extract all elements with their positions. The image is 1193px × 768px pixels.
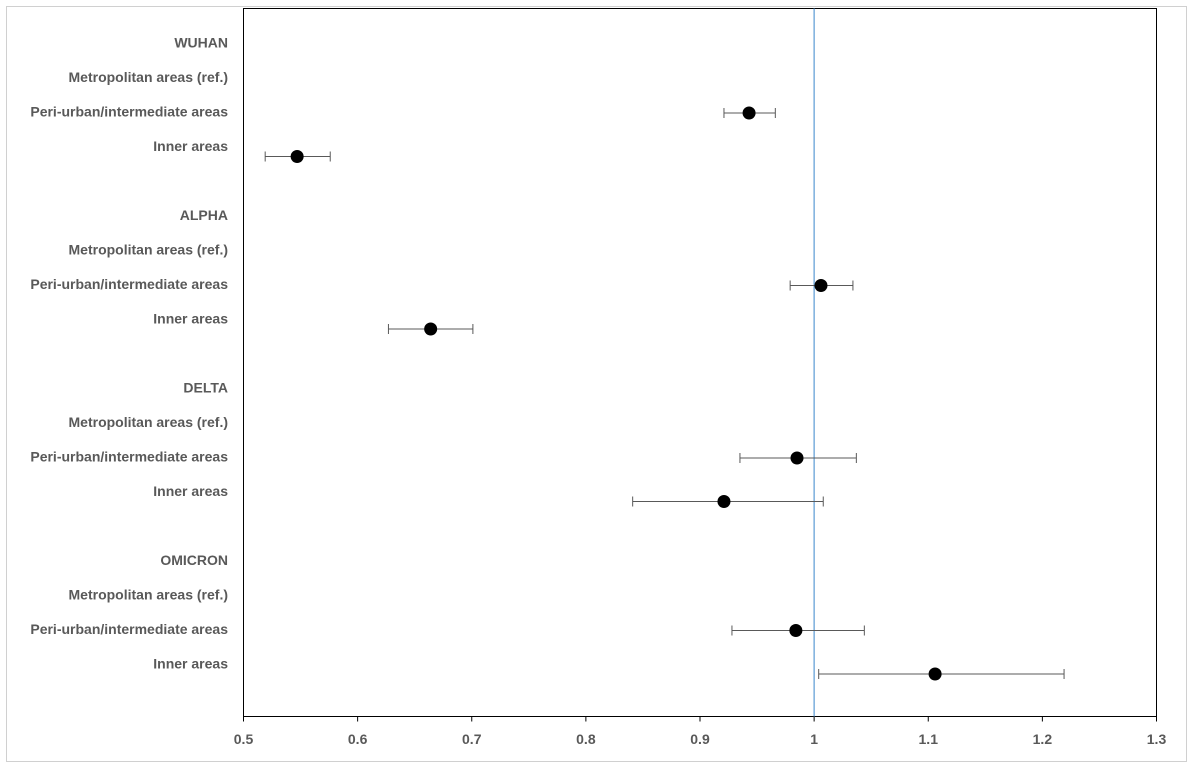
x-tick-label: 1.3 [1147,731,1167,747]
point [814,279,828,292]
x-tick-label: 0.9 [690,731,710,747]
y-tick-label: Inner areas [153,311,228,327]
y-tick-label: Metropolitan areas (ref.) [69,242,228,258]
x-tick-label: 1.2 [1033,731,1053,747]
x-tick-label: 1 [810,731,818,747]
y-tick-label: Metropolitan areas (ref.) [69,587,228,603]
plot-area [243,8,1157,717]
y-tick-label: Peri-urban/intermediate areas [30,621,228,637]
y-tick-label: Peri-urban/intermediate areas [30,276,228,292]
point [928,667,942,681]
y-tick-label: WUHAN [174,35,228,51]
point [290,150,304,163]
y-tick-label: Peri-urban/intermediate areas [30,104,228,120]
x-tick-label: 0.6 [348,731,368,747]
point [717,495,731,508]
point [742,106,756,120]
y-tick-label: Peri-urban/intermediate areas [30,449,228,465]
x-tick-label: 1.1 [919,731,939,747]
x-tick-label: 0.8 [576,731,596,747]
y-tick-label: OMICRON [160,552,228,568]
y-tick-label: ALPHA [180,207,228,223]
y-tick-label: Inner areas [153,138,228,154]
x-tick-label: 0.5 [234,731,254,747]
y-tick-label: Metropolitan areas (ref.) [69,69,228,85]
point [424,322,438,336]
y-tick-label: Inner areas [153,483,228,499]
y-tick-label: Metropolitan areas (ref.) [69,414,228,430]
chart-border [6,6,1187,762]
x-tick-label: 0.7 [462,731,482,747]
point [789,624,803,637]
point [790,451,804,465]
y-tick-label: Inner areas [153,656,228,672]
y-tick-label: DELTA [183,380,228,396]
